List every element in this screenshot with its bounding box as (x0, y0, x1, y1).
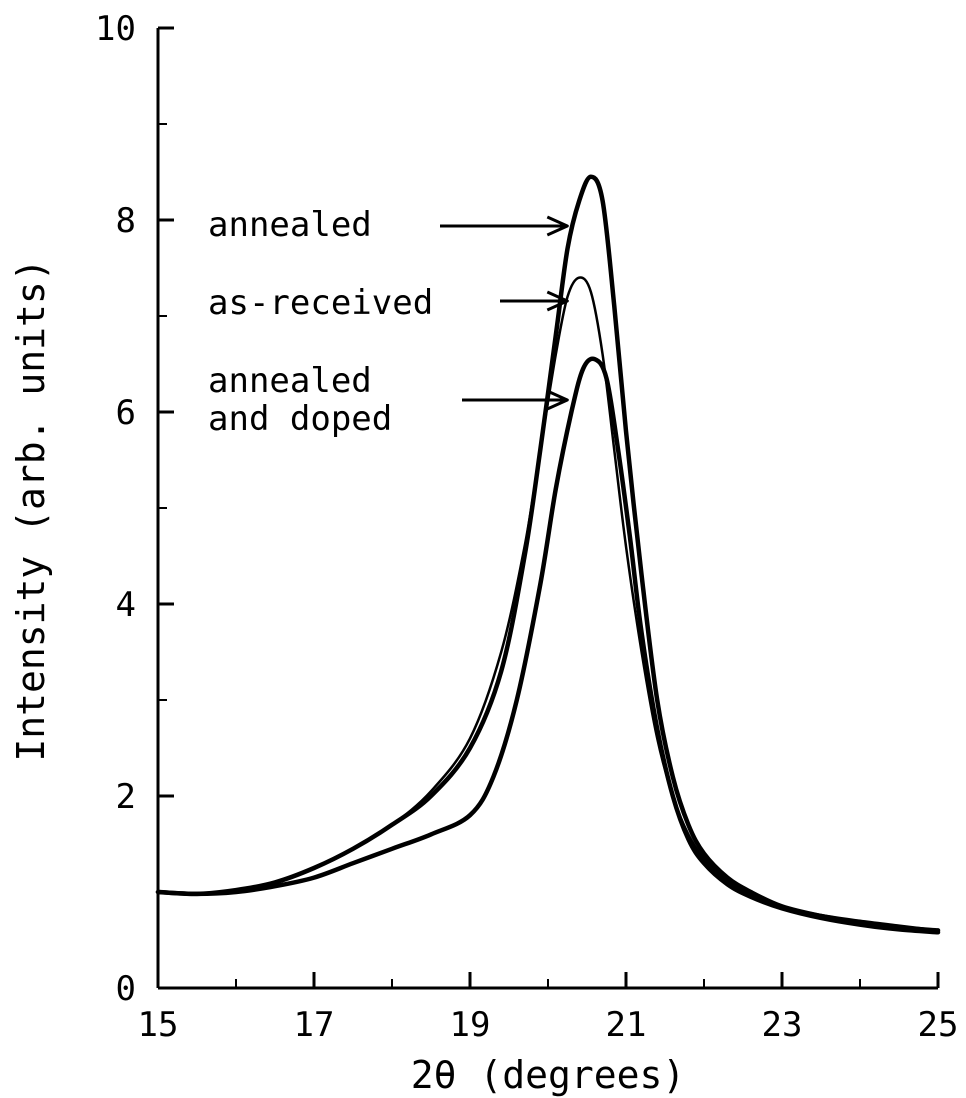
annotation-label: as-received (208, 283, 433, 323)
x-tick-label: 21 (606, 1005, 647, 1045)
annotation-1: annealed (208, 205, 569, 245)
y-tick-label: 10 (95, 9, 136, 49)
annotation-arrow-head (546, 215, 569, 237)
y-tick-label: 2 (116, 777, 136, 817)
series-layer (155, 174, 941, 935)
x-tick-label: 23 (762, 1005, 803, 1045)
series-line-annealed-and-doped (155, 356, 941, 935)
y-tick-label: 4 (116, 585, 136, 625)
annotation-label: annealed (208, 361, 372, 401)
series-line-as-received (156, 276, 940, 932)
annotation-arrow-head (546, 389, 569, 411)
annotation-label: annealed (208, 205, 372, 245)
x-tick-label: 19 (450, 1005, 491, 1045)
axes-layer (156, 26, 940, 990)
tick-labels-layer: 0 2 4 6 8 10 15 17 19 21 23 25 (95, 9, 958, 1045)
y-tick-label: 0 (116, 969, 136, 1009)
x-axis-title: 2θ (degrees) (411, 1053, 686, 1097)
x-tick-label: 17 (294, 1005, 335, 1045)
x-tick-label: 15 (138, 1005, 179, 1045)
annotation-label: and doped (208, 399, 392, 439)
y-axis-title: Intensity (arb. units) (9, 258, 53, 761)
y-tick-label: 8 (116, 201, 136, 241)
x-tick-label: 25 (918, 1005, 959, 1045)
annotation-2: as-received (208, 283, 569, 323)
y-tick-label: 6 (116, 393, 136, 433)
annotation-arrow-head (546, 290, 569, 312)
